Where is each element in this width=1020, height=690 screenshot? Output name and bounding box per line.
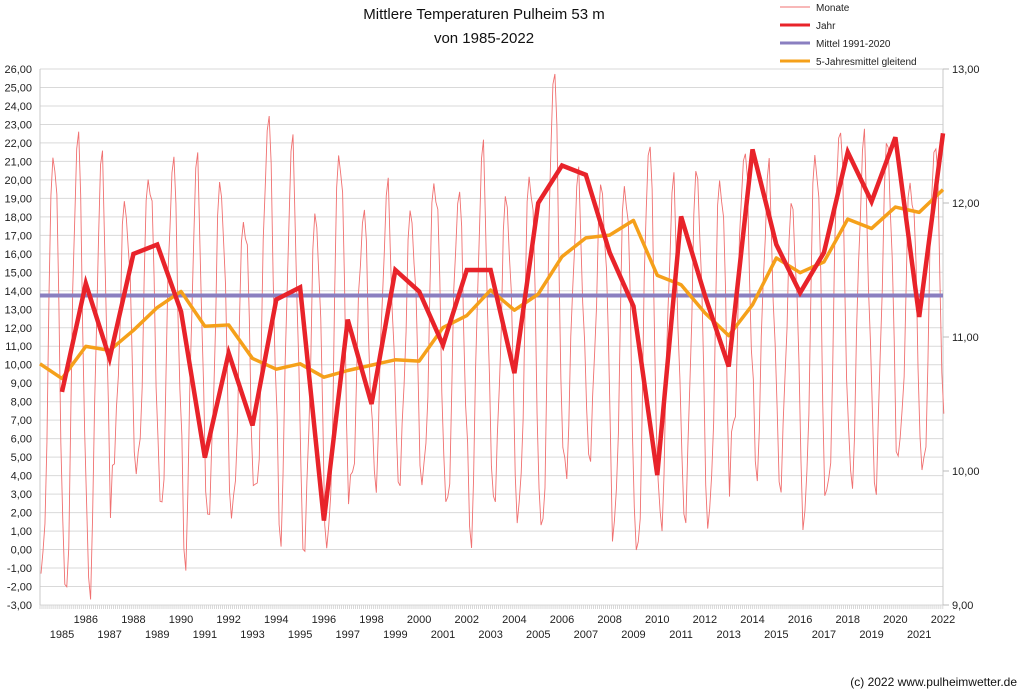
left-tick-label: 8,00 bbox=[11, 397, 32, 409]
x-tick-label: 2005 bbox=[526, 629, 550, 641]
x-tick-label: 2010 bbox=[645, 614, 669, 626]
x-tick-label: 2012 bbox=[693, 614, 717, 626]
left-tick-label: 23,00 bbox=[4, 119, 32, 131]
left-tick-label: -3,00 bbox=[7, 600, 32, 612]
x-tick-label: 2021 bbox=[907, 629, 931, 641]
left-tick-label: 6,00 bbox=[11, 434, 32, 446]
left-tick-label: 10,00 bbox=[4, 360, 32, 372]
x-tick-label: 2003 bbox=[478, 629, 502, 641]
left-tick-label: 12,00 bbox=[4, 323, 32, 335]
monthly-line bbox=[40, 73, 945, 600]
x-tick-label: 2011 bbox=[669, 629, 693, 641]
left-tick-label: 5,00 bbox=[11, 452, 32, 464]
left-tick-label: 4,00 bbox=[11, 471, 32, 483]
x-tick-label: 1997 bbox=[335, 629, 359, 641]
left-tick-label: 19,00 bbox=[4, 193, 32, 205]
x-tick-label: 2022 bbox=[931, 614, 955, 626]
left-tick-label: 22,00 bbox=[4, 138, 32, 150]
left-tick-label: 3,00 bbox=[11, 489, 32, 501]
x-tick-label: 2016 bbox=[788, 614, 812, 626]
x-tick-label: 2001 bbox=[431, 629, 455, 641]
chart-subtitle: von 1985-2022 bbox=[434, 30, 534, 47]
x-tick-label: 2000 bbox=[407, 614, 431, 626]
x-tick-label: 2018 bbox=[836, 614, 860, 626]
right-tick-label: 9,00 bbox=[952, 600, 973, 612]
left-tick-label: 13,00 bbox=[4, 304, 32, 316]
left-tick-label: 18,00 bbox=[4, 212, 32, 224]
moving-average-line bbox=[39, 188, 945, 381]
x-tick-label: 2009 bbox=[621, 629, 645, 641]
x-tick-label: 1985 bbox=[50, 629, 74, 641]
left-tick-label: 14,00 bbox=[4, 286, 32, 298]
left-axis: -3,00 -2,00 -1,00 0,00 1,00 2,00 3,00 4,00 5,00 6… bbox=[4, 64, 32, 612]
x-tick-label: 2019 bbox=[859, 629, 883, 641]
x-tick-label: 1998 bbox=[359, 614, 383, 626]
x-tick-label: 2017 bbox=[812, 629, 836, 641]
left-tick-label: -1,00 bbox=[7, 563, 32, 575]
left-tick-label: -2,00 bbox=[7, 582, 32, 594]
left-tick-label: 0,00 bbox=[11, 545, 32, 557]
right-tick-label: 10,00 bbox=[952, 466, 980, 478]
grid bbox=[39, 68, 944, 606]
left-tick-label: 15,00 bbox=[4, 267, 32, 279]
left-tick-label: 1,00 bbox=[11, 526, 32, 538]
x-tick-label: 2020 bbox=[883, 614, 907, 626]
x-tick-label: 1993 bbox=[240, 629, 264, 641]
x-tick-label: 1999 bbox=[383, 629, 407, 641]
legend-label: Monate bbox=[816, 3, 850, 14]
x-tick-label: 1988 bbox=[121, 614, 145, 626]
left-tick-label: 17,00 bbox=[4, 230, 32, 242]
x-tick-label: 1995 bbox=[288, 629, 312, 641]
x-tick-label: 1987 bbox=[97, 629, 121, 641]
x-tick-label: 1996 bbox=[312, 614, 336, 626]
credit-text: (c) 2022 www.pulheimwetter.de bbox=[850, 675, 1017, 689]
x-tick-label: 2015 bbox=[764, 629, 788, 641]
chart-title: Mittlere Temperaturen Pulheim 53 m bbox=[363, 6, 605, 23]
left-tick-label: 26,00 bbox=[4, 64, 32, 76]
x-tick-label: 1994 bbox=[264, 614, 288, 626]
x-tick-label: 1991 bbox=[193, 629, 217, 641]
x-tick-label: 2014 bbox=[740, 614, 764, 626]
legend-label: 5-Jahresmittel gleitend bbox=[816, 57, 917, 68]
right-tick-label: 11,00 bbox=[952, 332, 979, 344]
x-tick-label: 1990 bbox=[169, 614, 193, 626]
x-tick-label: 1986 bbox=[74, 614, 98, 626]
left-tick-label: 25,00 bbox=[4, 82, 32, 94]
legend: Monate Jahr Mittel 1991-2020 5-Jahresmittel… bbox=[780, 3, 917, 68]
left-tick-label: 7,00 bbox=[11, 415, 32, 427]
left-tick-label: 11,00 bbox=[5, 341, 32, 353]
left-tick-label: 9,00 bbox=[11, 378, 32, 390]
left-tick-label: 24,00 bbox=[4, 101, 32, 113]
x-tick-label: 2008 bbox=[597, 614, 621, 626]
x-tick-label: 2006 bbox=[550, 614, 574, 626]
annual-line bbox=[59, 133, 946, 521]
legend-label: Mittel 1991-2020 bbox=[816, 39, 891, 50]
x-tick-label: 2013 bbox=[716, 629, 740, 641]
right-axis: 9,00 10,00 11,00 12,00 13,00 bbox=[943, 64, 980, 612]
x-tick-label: 2007 bbox=[574, 629, 598, 641]
left-tick-label: 16,00 bbox=[4, 249, 32, 261]
x-axis: 1985 1987 1989 1991 1993 1995 1997 1999 2001 2003… bbox=[39, 605, 955, 641]
x-tick-label: 1992 bbox=[216, 614, 240, 626]
x-tick-label: 2002 bbox=[455, 614, 479, 626]
left-tick-label: 2,00 bbox=[11, 508, 32, 520]
right-tick-label: 13,00 bbox=[952, 64, 980, 76]
left-tick-label: 20,00 bbox=[4, 175, 32, 187]
left-tick-label: 21,00 bbox=[4, 156, 32, 168]
x-tick-label: 2004 bbox=[502, 614, 526, 626]
x-tick-label: 1989 bbox=[145, 629, 169, 641]
series-jahr bbox=[59, 133, 946, 521]
right-tick-label: 12,00 bbox=[952, 198, 980, 210]
series-monate bbox=[40, 73, 945, 600]
series-5-jahresmittel bbox=[39, 188, 945, 381]
legend-label: Jahr bbox=[816, 21, 836, 32]
